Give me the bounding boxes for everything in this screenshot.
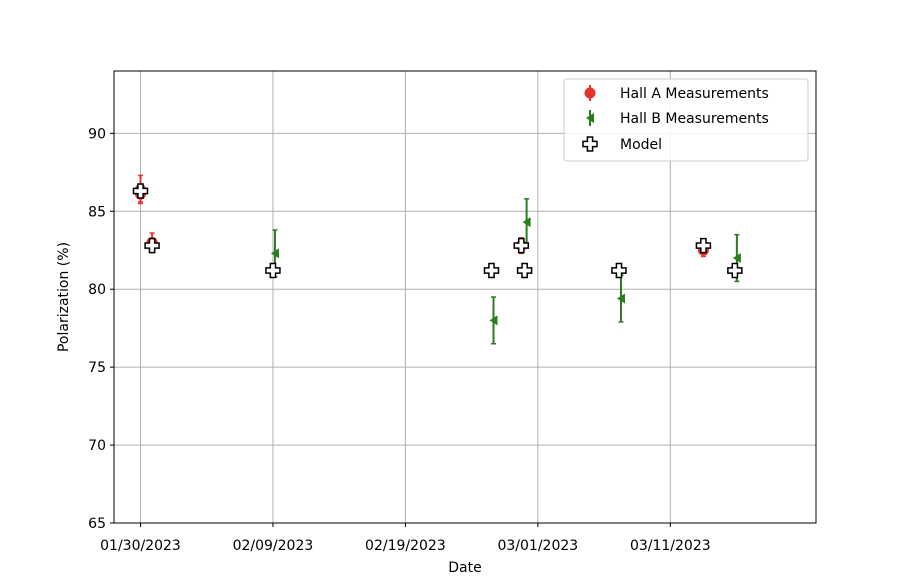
legend-box [563,78,809,162]
data-point [132,183,149,199]
legend-marker [584,87,596,99]
series-plus [132,183,743,279]
plot-frame [113,70,817,524]
legend-marker [582,136,598,152]
x-tick-label: 02/09/2023 [233,538,314,554]
data-point [265,262,281,279]
legend-label-hall-b: Hall B Measurements [620,111,769,127]
data-point [483,262,500,279]
legend-marker [586,113,594,123]
data-point [144,237,160,254]
data-point [611,262,627,279]
data-point [513,237,530,254]
legend-label-model: Model [620,137,662,153]
x-axis-title: Date [448,560,481,576]
x-tick-label: 03/11/2023 [630,538,711,554]
x-tick-label: 03/01/2023 [497,538,578,554]
x-tick-label: 02/19/2023 [365,538,446,554]
data-point [616,293,625,304]
x-tick-label: 01/30/2023 [100,538,181,554]
y-tick-label: 75 [88,360,106,376]
tick-layer: 01/30/2023 02/09/2023 02/19/2023 03/01/2023… [88,126,710,554]
y-tick-label: 90 [88,126,106,142]
y-tick-label: 85 [88,204,106,220]
data-point [522,217,531,228]
series-circle [134,174,709,258]
legend-symbols [582,85,598,152]
data-point [270,248,279,259]
data-point [489,315,498,326]
data-point [732,253,741,264]
series-layer [132,174,743,345]
legend-label-hall-a: Hall A Measurements [620,86,769,102]
y-axis-title: Polarization (%) [56,242,72,352]
y-tick-label: 70 [88,438,106,454]
data-point [727,262,743,279]
data-point [516,262,533,279]
y-tick-label: 65 [88,516,106,532]
y-tick-label: 80 [88,282,106,298]
data-point [695,237,712,254]
legend: Hall A Measurements Hall B Measurements … [563,78,809,162]
